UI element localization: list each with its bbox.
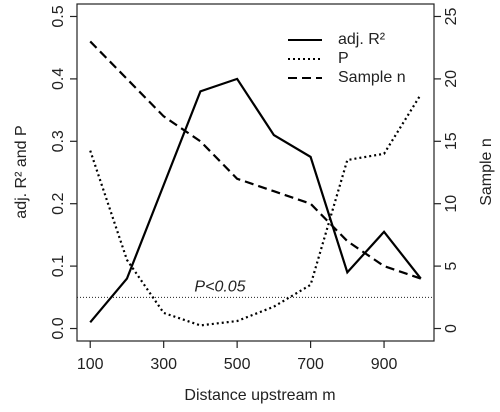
x-tick-label: 500 bbox=[224, 356, 251, 373]
threshold-label: P<0.05 bbox=[194, 279, 245, 296]
series-line bbox=[89, 40, 422, 280]
x-tick-label: 900 bbox=[371, 356, 398, 373]
y-tick-label: 0.1 bbox=[50, 255, 67, 277]
x-tick-label: 100 bbox=[77, 356, 104, 373]
y2-tick-label: 15 bbox=[443, 132, 460, 150]
legend-label: Sample n bbox=[338, 69, 406, 86]
x-tick-label: 300 bbox=[150, 356, 177, 373]
y2-tick-label: 20 bbox=[443, 70, 460, 88]
series-line bbox=[89, 93, 422, 327]
y2-tick-label: 25 bbox=[443, 7, 460, 25]
series-line bbox=[89, 77, 422, 323]
y2-tick-label: 5 bbox=[443, 262, 460, 271]
x-axis-label: Distance upstream m bbox=[184, 387, 335, 404]
y-tick-label: 0.2 bbox=[50, 192, 67, 214]
y-axis-label: adj. R² and P bbox=[13, 125, 30, 218]
y-tick-label: 0.5 bbox=[50, 5, 67, 27]
x-tick-label: 700 bbox=[297, 356, 324, 373]
y2-axis-label: Sample n bbox=[478, 138, 495, 206]
plot-frame bbox=[76, 3, 435, 342]
y-tick-label: 0.0 bbox=[50, 317, 67, 339]
y2-tick-label: 0 bbox=[443, 324, 460, 333]
y-tick-label: 0.4 bbox=[50, 68, 67, 90]
y2-tick-label: 10 bbox=[443, 195, 460, 213]
legend-label: P bbox=[338, 50, 349, 67]
y-tick-label: 0.3 bbox=[50, 130, 67, 152]
legend-label: adj. R² bbox=[338, 31, 386, 48]
